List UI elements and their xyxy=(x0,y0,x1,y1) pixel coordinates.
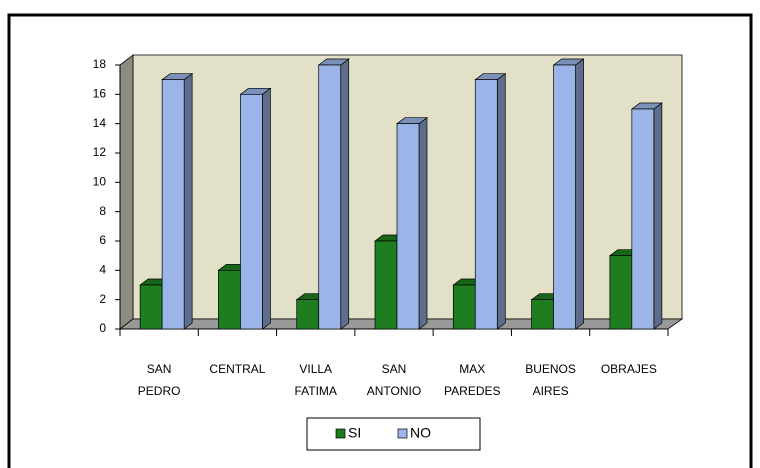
bar-side xyxy=(340,58,350,330)
y-tick-label: 6 xyxy=(99,233,106,247)
y-tick-label: 16 xyxy=(93,87,107,101)
bar xyxy=(396,123,420,330)
y-tick-label: 14 xyxy=(93,116,107,130)
y-tick-label: 8 xyxy=(99,204,106,218)
legend-label: NO xyxy=(410,425,431,441)
bar xyxy=(452,284,476,330)
y-tick-label: 12 xyxy=(93,145,107,159)
x-tick-label: SAN PEDRO xyxy=(138,362,181,398)
bar xyxy=(296,299,320,330)
bar-side xyxy=(496,72,506,330)
bar-side xyxy=(575,58,584,330)
y-tick-label: 0 xyxy=(99,321,106,335)
bar xyxy=(318,64,342,330)
x-tick-label: MAX PAREDES xyxy=(444,362,500,398)
bar xyxy=(374,240,398,330)
x-tick-label: CENTRAL xyxy=(209,362,265,376)
bar xyxy=(531,299,554,330)
bar xyxy=(609,255,633,330)
legend xyxy=(306,417,481,451)
side-wall xyxy=(119,54,134,330)
bar xyxy=(218,269,241,330)
y-tick-label: 10 xyxy=(93,175,107,189)
bar-side xyxy=(653,102,663,330)
x-tick-label: VILLA FATIMA xyxy=(294,362,336,398)
bar-side xyxy=(183,72,193,330)
bar xyxy=(631,108,655,330)
bar-side xyxy=(418,116,428,330)
legend-swatch xyxy=(397,428,408,439)
legend-swatch xyxy=(335,428,346,439)
bar xyxy=(474,79,498,330)
legend-label: SI xyxy=(348,425,361,441)
y-tick-label: 4 xyxy=(99,263,106,277)
bar xyxy=(553,64,576,330)
bar xyxy=(240,93,263,330)
bar-side xyxy=(262,87,271,330)
y-tick-label: 2 xyxy=(99,292,106,306)
x-tick-label: BUENOS AIRES xyxy=(525,362,576,398)
bar xyxy=(139,284,163,330)
x-tick-label: SAN ANTONIO xyxy=(367,362,421,398)
y-tick-label: 18 xyxy=(93,57,107,71)
bar xyxy=(161,79,185,330)
x-tick-label: OBRAJES xyxy=(601,362,657,376)
